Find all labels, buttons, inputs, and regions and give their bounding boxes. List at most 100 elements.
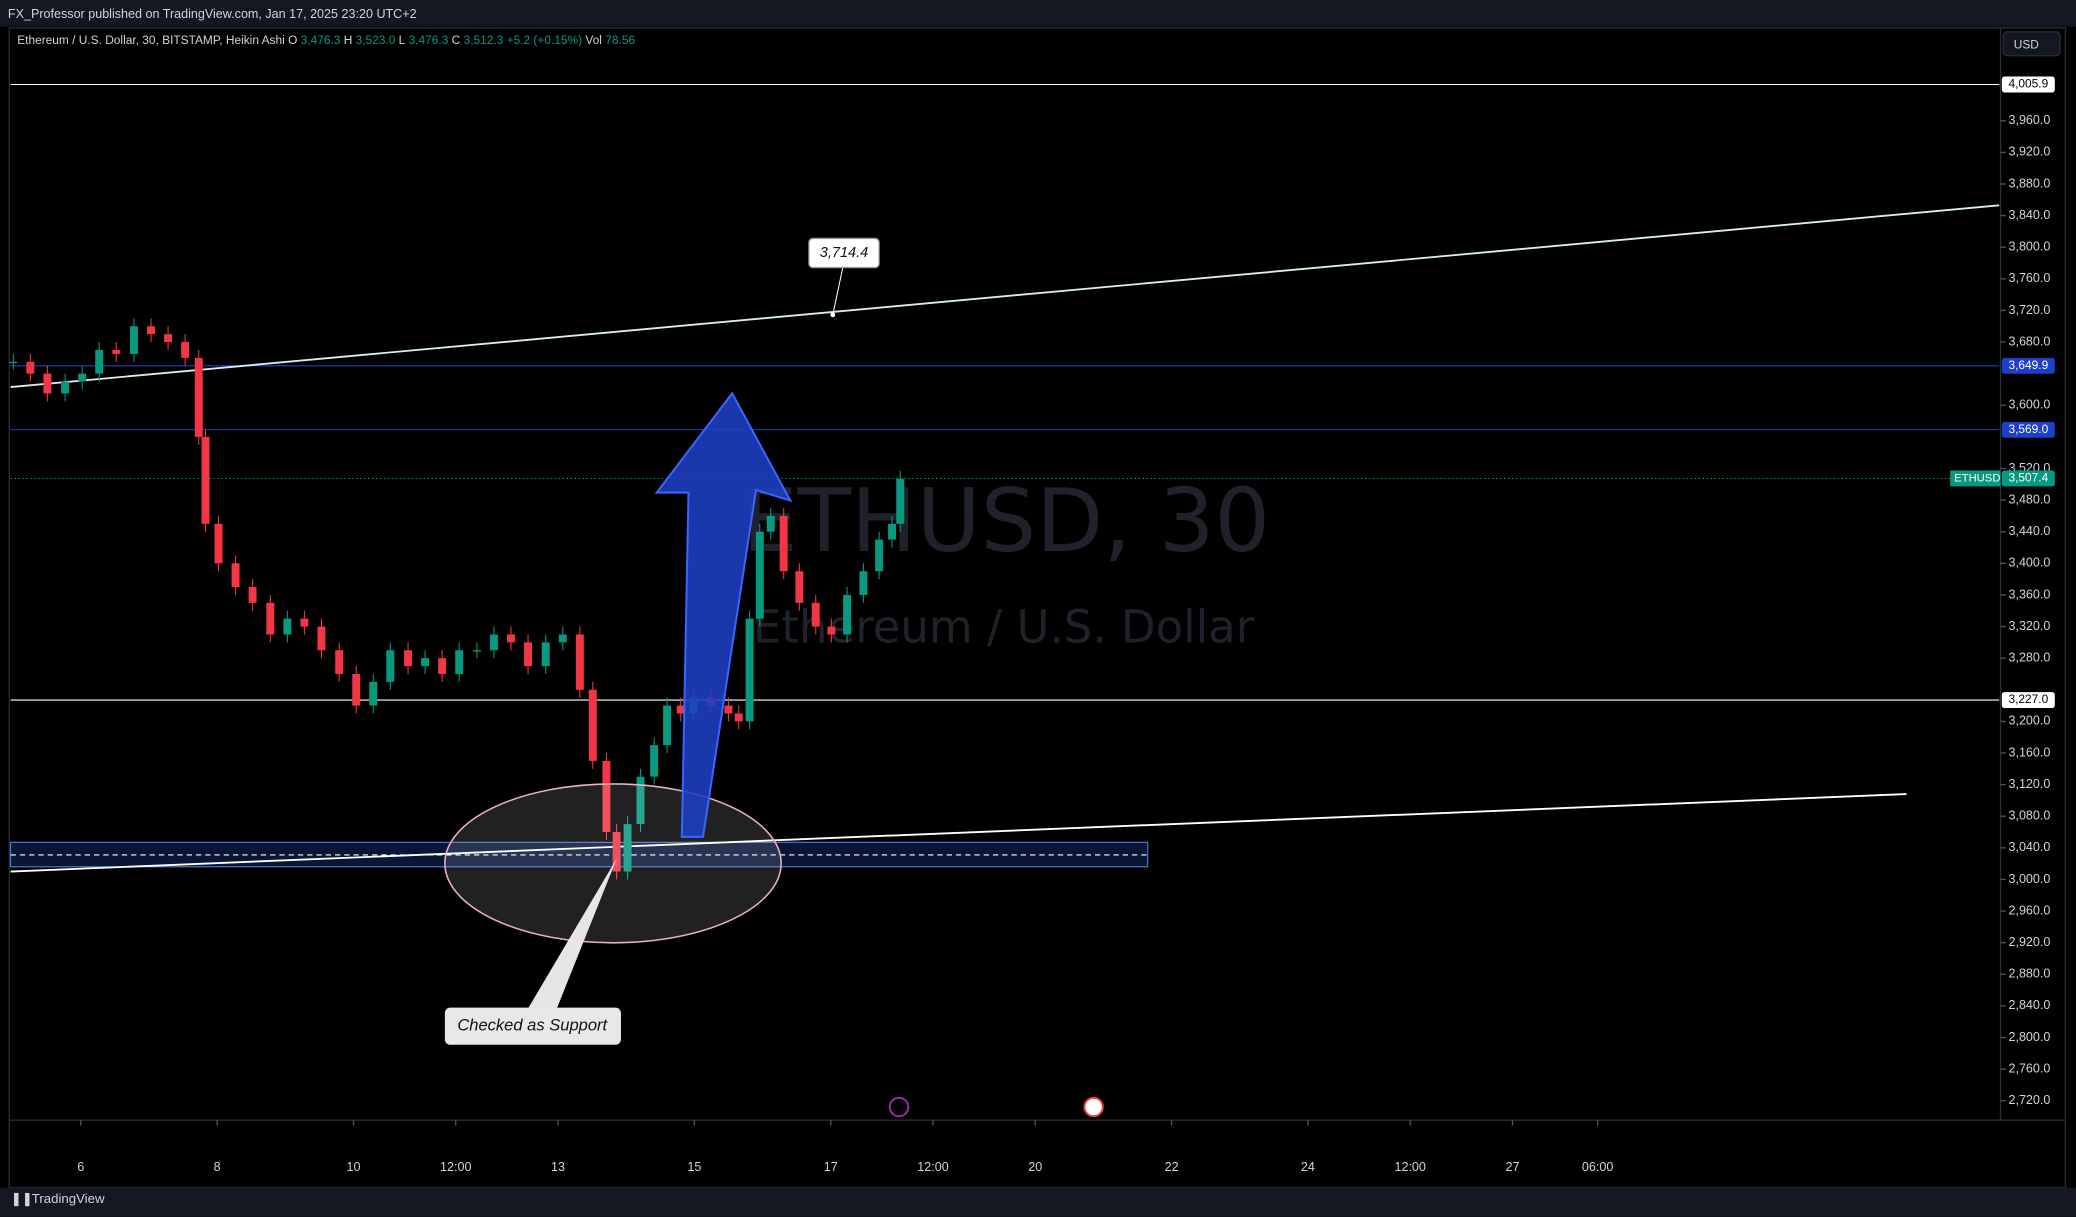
- candle: [112, 349, 121, 354]
- candle: [472, 650, 481, 652]
- last-price-symbol: ETHUSD: [1954, 472, 2000, 484]
- x-tick-label: 06:00: [1582, 1160, 1613, 1174]
- last-price-label: 3,507.4: [2008, 471, 2048, 485]
- candle: [507, 634, 515, 643]
- event-icon[interactable]: [1083, 1096, 1104, 1118]
- x-tick-label: 8: [214, 1160, 221, 1174]
- candle: [369, 681, 378, 706]
- level-badge: [2001, 357, 2055, 374]
- candle: [541, 642, 550, 667]
- candle: [575, 634, 584, 690]
- candle: [875, 539, 884, 572]
- candle: [194, 357, 203, 437]
- candle: [9, 361, 18, 364]
- up-arrow: [654, 391, 793, 838]
- candle: [26, 361, 35, 374]
- candle: [766, 515, 775, 532]
- y-tick-label: 2,960.0: [2008, 903, 2050, 917]
- x-tick-label: 12:00: [440, 1160, 471, 1174]
- candle: [61, 381, 70, 394]
- ohlc-key: C: [452, 33, 461, 47]
- x-tick-label: 12:00: [917, 1160, 948, 1174]
- y-tick-label: 3,720.0: [2008, 303, 2050, 317]
- price-note-pointer: [832, 264, 844, 315]
- candle: [438, 658, 447, 674]
- event-icon[interactable]: [888, 1096, 910, 1118]
- level-badge: [2001, 421, 2055, 438]
- currency-label[interactable]: USD: [2014, 37, 2040, 51]
- y-tick-label: 3,480.0: [2008, 492, 2050, 506]
- candle: [335, 650, 344, 674]
- y-tick-label: 3,360.0: [2008, 587, 2050, 601]
- ohlc-value: 3,523.0: [356, 33, 396, 47]
- x-tick-label: 20: [1028, 1160, 1042, 1174]
- events: [888, 1096, 1104, 1118]
- y-tick-label: 3,440.0: [2008, 524, 2050, 538]
- candle: [859, 571, 868, 595]
- candle: [248, 587, 257, 603]
- symbol-line: Ethereum / U.S. Dollar, 30, BITSTAMP, He…: [17, 33, 285, 47]
- candle: [795, 571, 804, 603]
- y-tick-label: 3,880.0: [2008, 176, 2050, 190]
- bottom-bar: [0, 1187, 2076, 1217]
- price-note-label: 3,714.4: [820, 245, 869, 261]
- y-tick-label: 3,800.0: [2008, 240, 2050, 254]
- candle: [147, 326, 156, 335]
- candle: [201, 436, 210, 524]
- legend-text: Ethereum / U.S. Dollar, 30, BITSTAMP, He…: [17, 33, 635, 47]
- level-label: 3,649.9: [2008, 358, 2048, 372]
- candle: [404, 650, 413, 667]
- y-tick-label: 3,840.0: [2008, 208, 2050, 222]
- y-tick-label: 3,000.0: [2008, 872, 2050, 886]
- y-tick-label: 3,960.0: [2008, 113, 2050, 127]
- candle: [386, 650, 395, 682]
- candle: [676, 705, 685, 714]
- candle: [843, 594, 852, 635]
- ohlc-value: 3,512.3: [464, 33, 504, 47]
- candle: [896, 478, 905, 524]
- candle: [130, 326, 138, 354]
- price-note-point: [830, 312, 836, 318]
- level-badge: [2001, 76, 2055, 93]
- candle: [623, 824, 632, 872]
- candle: [734, 713, 743, 722]
- last-price-badge: [2001, 470, 2055, 487]
- y-tick-label: 2,800.0: [2008, 1030, 2050, 1044]
- y-tick-label: 3,400.0: [2008, 556, 2050, 570]
- ohlc-key: O: [288, 33, 297, 47]
- last-price-symbol-badge: [1950, 470, 2001, 487]
- candle: [588, 689, 597, 761]
- y-tick-label: 2,760.0: [2008, 1061, 2050, 1075]
- candle: [888, 523, 897, 540]
- brand: TradingView: [32, 1191, 105, 1206]
- candle: [43, 373, 52, 394]
- x-tick-label: 10: [347, 1160, 361, 1174]
- candle: [612, 832, 621, 872]
- candle: [558, 634, 567, 643]
- callout-text: Checked as Support: [457, 1016, 608, 1035]
- watermark-symbol: ETHUSD, 30: [742, 470, 1270, 572]
- brand-logo: ❚❚: [11, 1191, 33, 1207]
- level-label: 4,005.9: [2008, 77, 2048, 91]
- y-tick-label: 2,840.0: [2008, 998, 2050, 1012]
- candle: [78, 373, 87, 382]
- y-tick-label: 3,200.0: [2008, 714, 2050, 728]
- ohlc-key: H: [344, 33, 353, 47]
- currency-button[interactable]: [2002, 31, 2061, 57]
- y-tick-label: 3,760.0: [2008, 271, 2050, 285]
- level-label: 3,569.0: [2008, 422, 2048, 436]
- callout-box: [444, 1007, 621, 1045]
- level-label: 3,227.0: [2008, 692, 2048, 706]
- candle: [164, 334, 173, 343]
- trendline: [10, 204, 2000, 389]
- y-tick-label: 2,880.0: [2008, 967, 2050, 981]
- candle: [214, 523, 223, 564]
- x-tick-label: 15: [687, 1160, 701, 1174]
- y-tick-label: 3,320.0: [2008, 619, 2050, 633]
- x-tick-label: 6: [77, 1160, 84, 1174]
- y-tick-label: 3,120.0: [2008, 777, 2050, 791]
- top-bar: [0, 0, 2076, 27]
- legend: Ethereum / U.S. Dollar, 30, BITSTAMP, He…: [17, 33, 635, 47]
- candle: [455, 650, 464, 674]
- ohlc-value: 3,476.3: [301, 33, 341, 47]
